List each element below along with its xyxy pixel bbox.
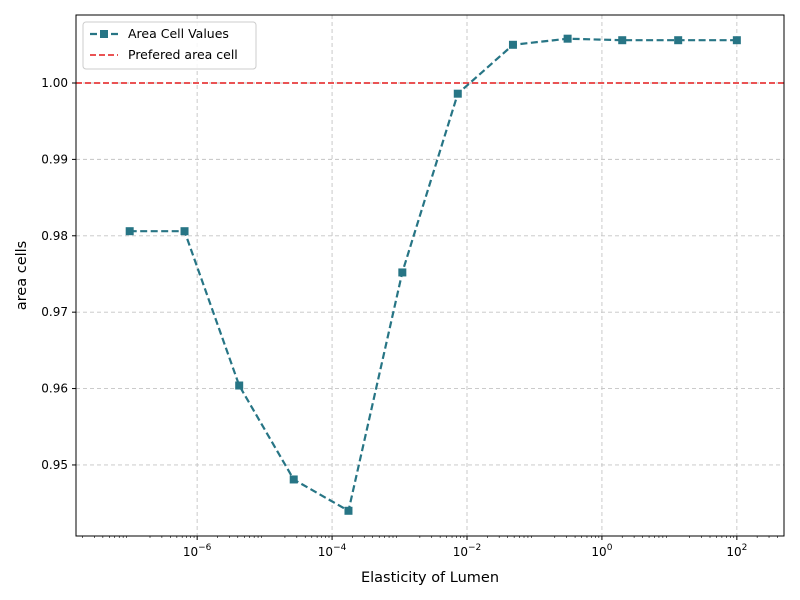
plot-frame bbox=[75, 14, 785, 537]
y-tick-label: 0.96 bbox=[41, 382, 68, 396]
data-point bbox=[344, 506, 353, 515]
x-tick-exponent: 2 bbox=[742, 543, 748, 553]
x-tick-label: 10−2 bbox=[453, 543, 482, 559]
data-point bbox=[508, 40, 517, 49]
grid bbox=[76, 15, 784, 536]
legend-marker bbox=[100, 30, 108, 38]
x-tick-label: 102 bbox=[726, 543, 747, 559]
data-point bbox=[235, 381, 244, 390]
y-axis-label: area cells bbox=[14, 241, 30, 310]
x-tick-base: 10 bbox=[183, 545, 198, 559]
x-tick-exponent: −2 bbox=[468, 543, 481, 553]
y-tick-label: 0.95 bbox=[41, 458, 68, 472]
x-tick-base: 10 bbox=[726, 545, 741, 559]
legend-label-reference: Prefered area cell bbox=[128, 47, 238, 62]
x-axis-label: Elasticity of Lumen bbox=[361, 570, 499, 586]
y-tick-label: 0.98 bbox=[41, 229, 68, 243]
legend-label-series: Area Cell Values bbox=[128, 26, 229, 41]
x-tick-base: 10 bbox=[318, 545, 333, 559]
data-point bbox=[125, 227, 134, 236]
series-layer bbox=[125, 34, 741, 515]
y-tick-label: 0.97 bbox=[41, 305, 68, 319]
x-tick-base: 10 bbox=[591, 545, 606, 559]
x-axis-ticks: 10−6 10−4 10−2 100 102 bbox=[82, 536, 778, 559]
x-tick-label: 100 bbox=[591, 543, 612, 559]
data-point bbox=[732, 36, 741, 45]
series-line-area-cell-values bbox=[129, 37, 737, 513]
x-tick-base: 10 bbox=[453, 545, 468, 559]
data-point bbox=[618, 36, 627, 45]
data-point bbox=[453, 89, 462, 98]
x-tick-label: 10−4 bbox=[318, 543, 347, 559]
data-point bbox=[563, 34, 572, 43]
y-axis-ticks: 0.95 0.96 0.97 0.98 0.99 1.00 bbox=[41, 76, 76, 472]
y-tick-label: 0.99 bbox=[41, 152, 68, 166]
x-tick-exponent: −4 bbox=[333, 543, 347, 553]
data-point bbox=[674, 36, 683, 45]
x-tick-label: 10−6 bbox=[183, 543, 212, 559]
legend-box bbox=[82, 21, 257, 70]
x-tick-exponent: 0 bbox=[607, 543, 613, 553]
data-point bbox=[398, 268, 407, 277]
y-tick-label: 1.00 bbox=[41, 76, 68, 90]
data-point bbox=[180, 227, 189, 236]
data-point bbox=[289, 475, 298, 484]
legend: Area Cell Values Prefered area cell bbox=[82, 21, 257, 70]
x-tick-exponent: −6 bbox=[198, 543, 212, 553]
